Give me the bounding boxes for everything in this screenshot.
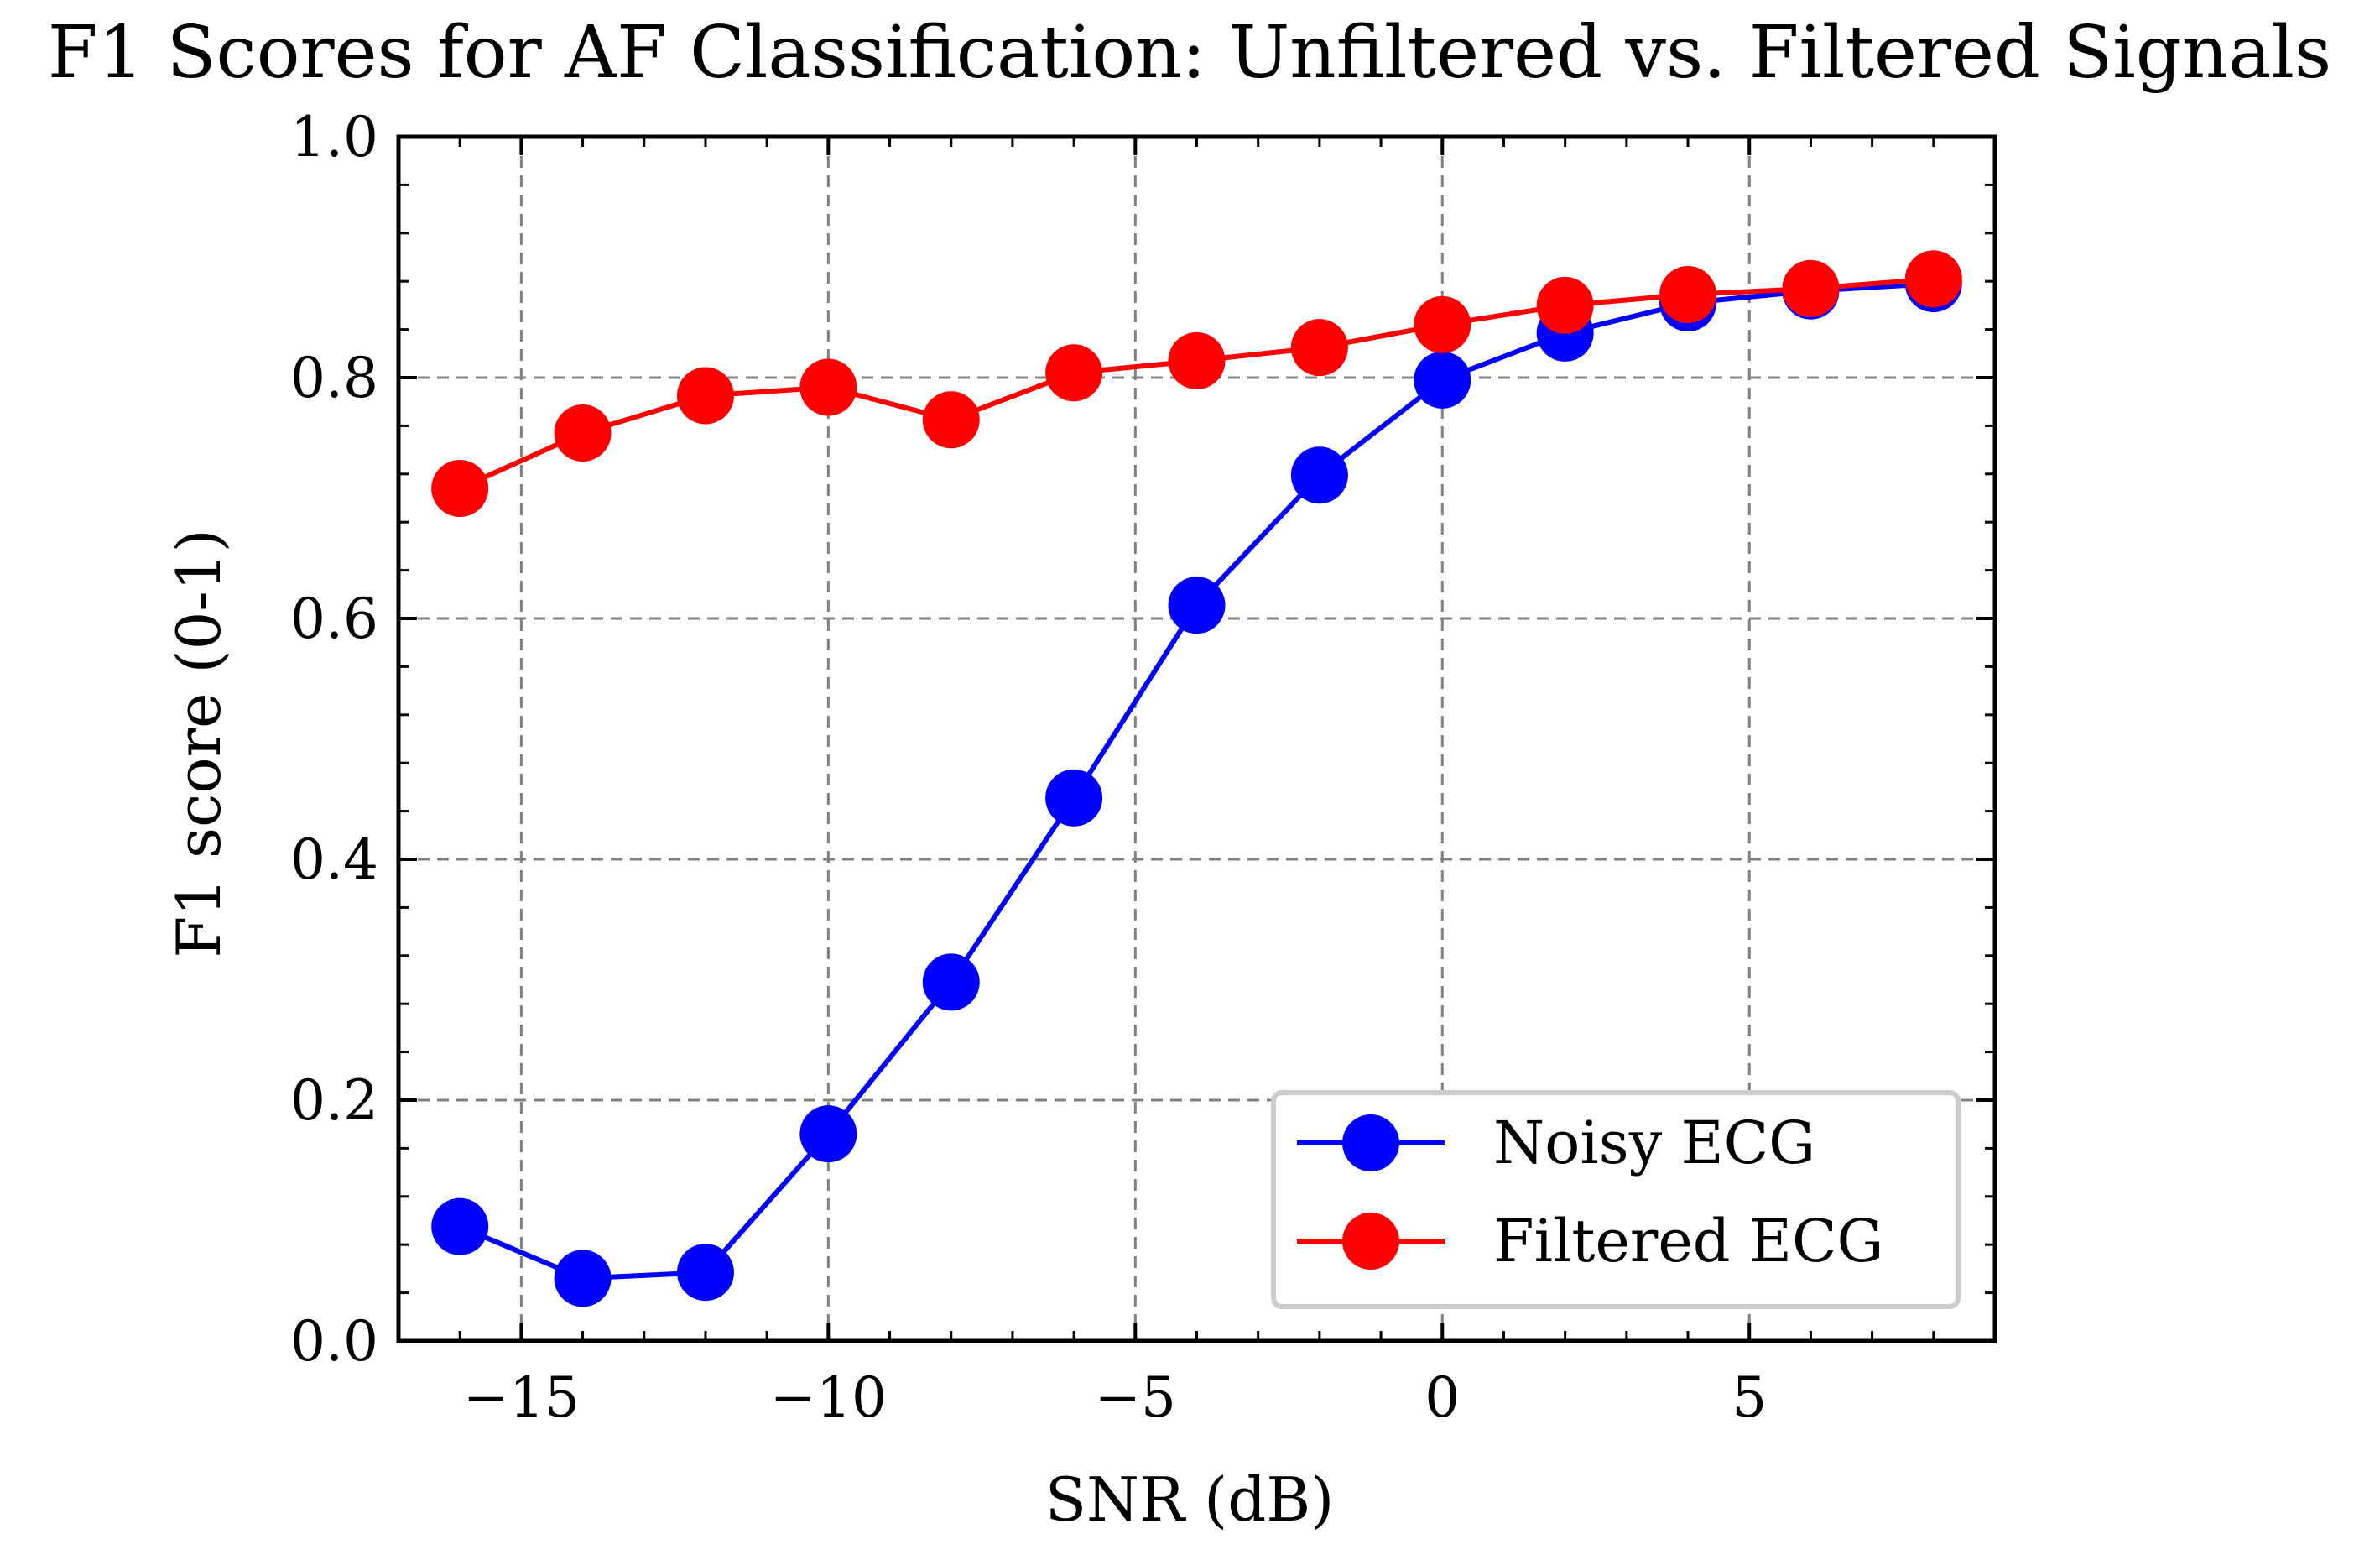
chart-title: F1 Scores for AF Classification: Unfilte… (48, 11, 2331, 95)
data-point-noisy-ecg (676, 1244, 734, 1302)
data-point-filtered-ecg (1414, 295, 1471, 353)
y-tick-label: 0.0 (290, 1309, 378, 1374)
data-point-noisy-ecg (554, 1250, 612, 1307)
data-point-noisy-ecg (922, 953, 980, 1011)
data-point-noisy-ecg (1168, 577, 1226, 634)
data-point-filtered-ecg (554, 404, 612, 462)
data-point-noisy-ecg (1290, 446, 1348, 504)
x-tick-label: 5 (1732, 1365, 1767, 1430)
legend-marker (1342, 1213, 1399, 1270)
x-tick-label: −15 (463, 1365, 580, 1430)
data-point-filtered-ecg (1659, 265, 1717, 323)
data-point-filtered-ecg (1290, 319, 1348, 377)
data-point-filtered-ecg (922, 391, 980, 449)
legend-marker (1342, 1114, 1399, 1171)
y-tick-label: 0.6 (290, 587, 378, 651)
y-axis-label: F1 score (0-1) (164, 529, 234, 957)
y-tick-label: 1.0 (290, 105, 378, 170)
x-axis-label: SNR (dB) (1045, 1464, 1335, 1535)
data-point-filtered-ecg (676, 367, 734, 425)
data-point-noisy-ecg (431, 1197, 489, 1255)
legend-label: Filtered ECG (1493, 1207, 1883, 1276)
data-point-filtered-ecg (1904, 250, 1962, 308)
data-point-noisy-ecg (799, 1105, 857, 1163)
x-tick-label: 0 (1424, 1365, 1460, 1430)
y-tick-label: 0.8 (290, 346, 378, 410)
y-tick-label: 0.4 (290, 827, 378, 892)
legend: Noisy ECG Filtered ECG (1271, 1090, 1961, 1309)
legend-box (1271, 1090, 1961, 1309)
y-tick-label: 0.2 (290, 1068, 378, 1133)
x-tick-label: −5 (1095, 1365, 1176, 1430)
axis-ticks: −15 −10 −5 0 5 0.0 0.2 0.4 0.6 0.8 1.0 (290, 105, 1997, 1430)
plot-series (431, 250, 1962, 1307)
data-point-noisy-ecg (1045, 769, 1103, 827)
data-point-noisy-ecg (1414, 351, 1471, 409)
data-point-filtered-ecg (799, 358, 857, 416)
data-point-filtered-ecg (1168, 331, 1226, 389)
legend-label: Noisy ECG (1493, 1109, 1815, 1177)
data-point-filtered-ecg (1782, 259, 1840, 317)
x-tick-label: −10 (770, 1365, 887, 1430)
data-point-filtered-ecg (431, 460, 489, 518)
data-point-filtered-ecg (1536, 276, 1594, 334)
data-point-filtered-ecg (1045, 344, 1103, 402)
